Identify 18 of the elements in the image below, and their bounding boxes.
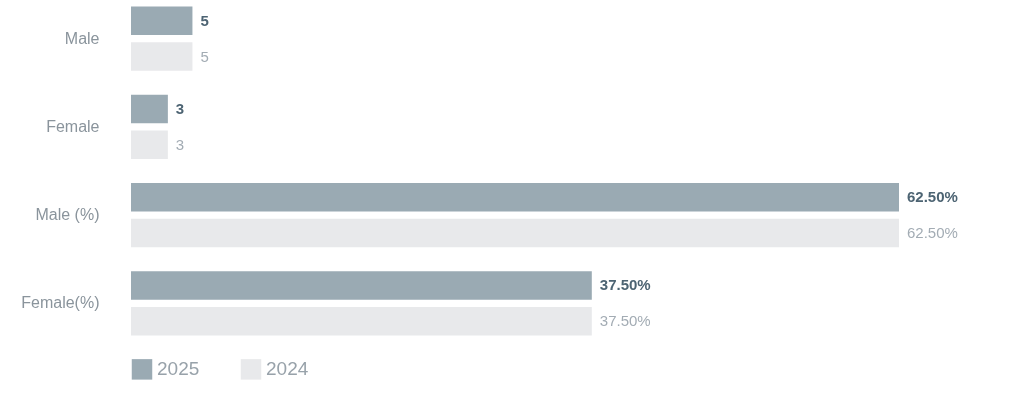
data-label: 3 <box>175 135 185 153</box>
bar <box>131 182 899 212</box>
y-tick-label: Male <box>64 29 100 47</box>
data-label: 3 <box>175 99 185 117</box>
y-tick-label: Male (%) <box>35 206 100 224</box>
bar <box>131 94 168 124</box>
data-label: 37.50% <box>599 312 651 330</box>
y-tick-label: Female(%) <box>21 294 100 312</box>
data-label: 37.50% <box>599 276 651 294</box>
y-tick-label: Female <box>46 117 100 135</box>
data-label: 5 <box>200 47 209 65</box>
data-label: 5 <box>200 11 209 29</box>
legend-label: 2024 <box>266 358 309 380</box>
bar <box>131 271 592 300</box>
bar <box>131 6 193 36</box>
legend-label: 2025 <box>157 358 200 380</box>
data-label: 62.50% <box>907 224 958 242</box>
data-label: 62.50% <box>907 188 958 206</box>
